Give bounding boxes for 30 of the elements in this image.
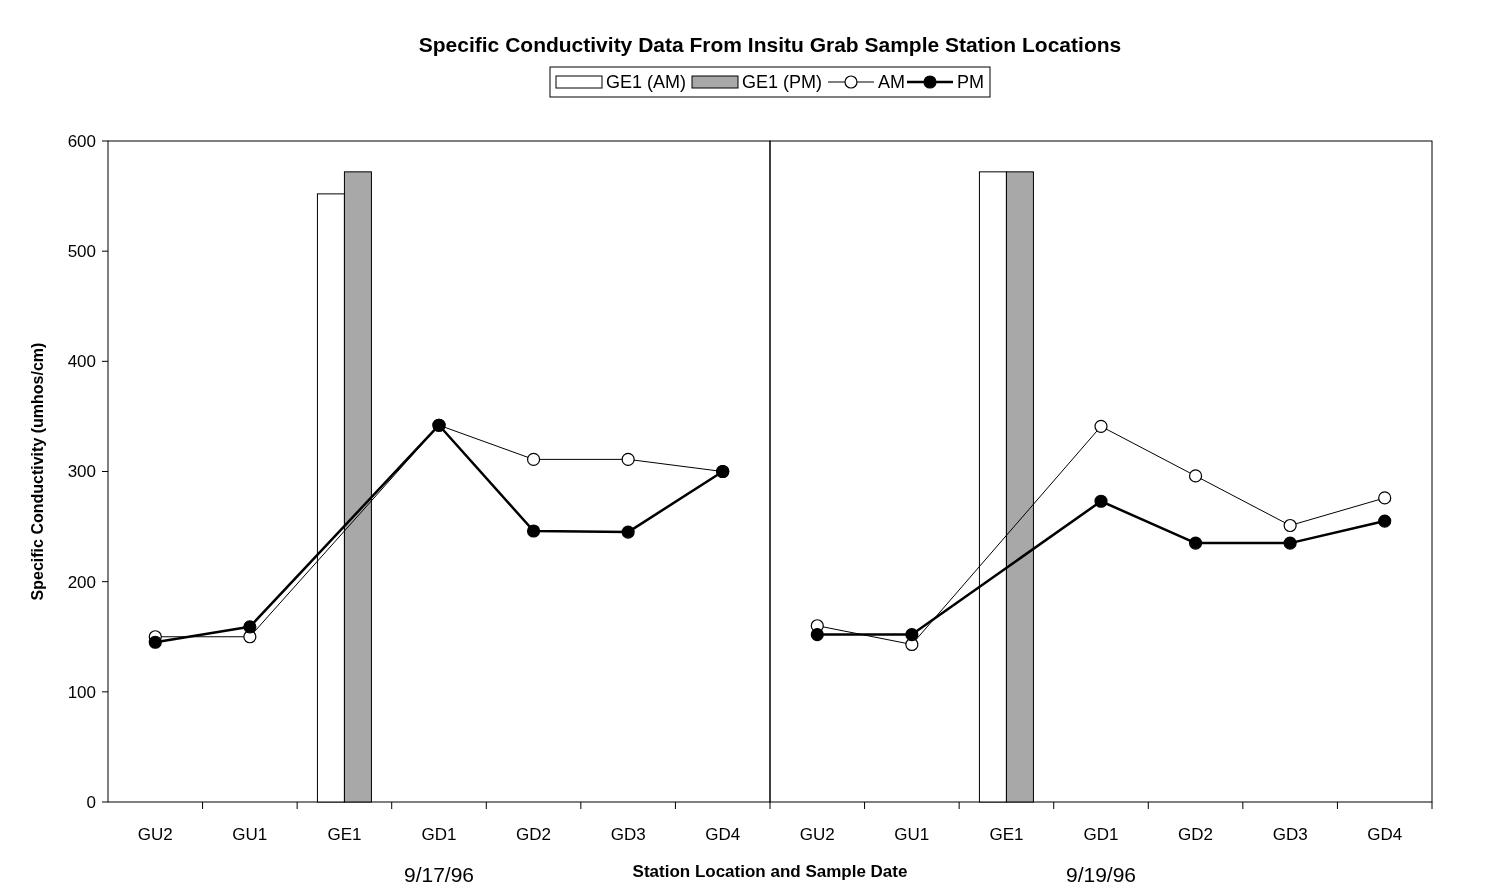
x-tick-label: GU1 — [232, 825, 268, 844]
y-tick-label: 400 — [67, 352, 96, 372]
x-tick-label: GE1 — [327, 825, 362, 844]
x-axis-title: Station Location and Sample Date — [632, 862, 908, 881]
chart-title: Specific Conductivity Data From Insitu Grab Sample Station Locations — [418, 33, 1122, 56]
y-tick-label: 300 — [67, 462, 96, 482]
x-tick-label: GE1 — [989, 825, 1024, 844]
x-tick-label: GD1 — [421, 825, 457, 844]
x-tick-label: GU2 — [799, 825, 835, 844]
legend-label: GE1 (AM) — [606, 72, 687, 93]
x-tick-label: GD1 — [1083, 825, 1119, 844]
y-tick-label: 0 — [86, 792, 96, 812]
text: 9/19/96 — [1065, 863, 1137, 886]
x-tick-label: GD3 — [610, 825, 646, 844]
x-tick-label: GD2 — [1178, 825, 1214, 844]
y-axis-title: Specific Conductivity (umhos/cm) — [29, 342, 46, 601]
y-tick-label: 200 — [67, 572, 96, 592]
text: 9/17/96 — [403, 863, 475, 886]
legend-label: GE1 (PM) — [742, 72, 823, 93]
legend-label: AM — [878, 72, 905, 93]
x-tick-label: GD2 — [516, 825, 552, 844]
x-tick-label: GU2 — [137, 825, 173, 844]
x-tick-label: GU1 — [894, 825, 930, 844]
y-tick-label: 600 — [67, 131, 96, 151]
x-tick-label: GD4 — [705, 825, 741, 844]
y-tick-label: 100 — [67, 682, 96, 702]
legend-label: PM — [957, 72, 984, 93]
x-tick-label: GD4 — [1367, 825, 1403, 844]
x-tick-label: GD3 — [1272, 825, 1308, 844]
y-tick-label: 500 — [67, 242, 96, 262]
